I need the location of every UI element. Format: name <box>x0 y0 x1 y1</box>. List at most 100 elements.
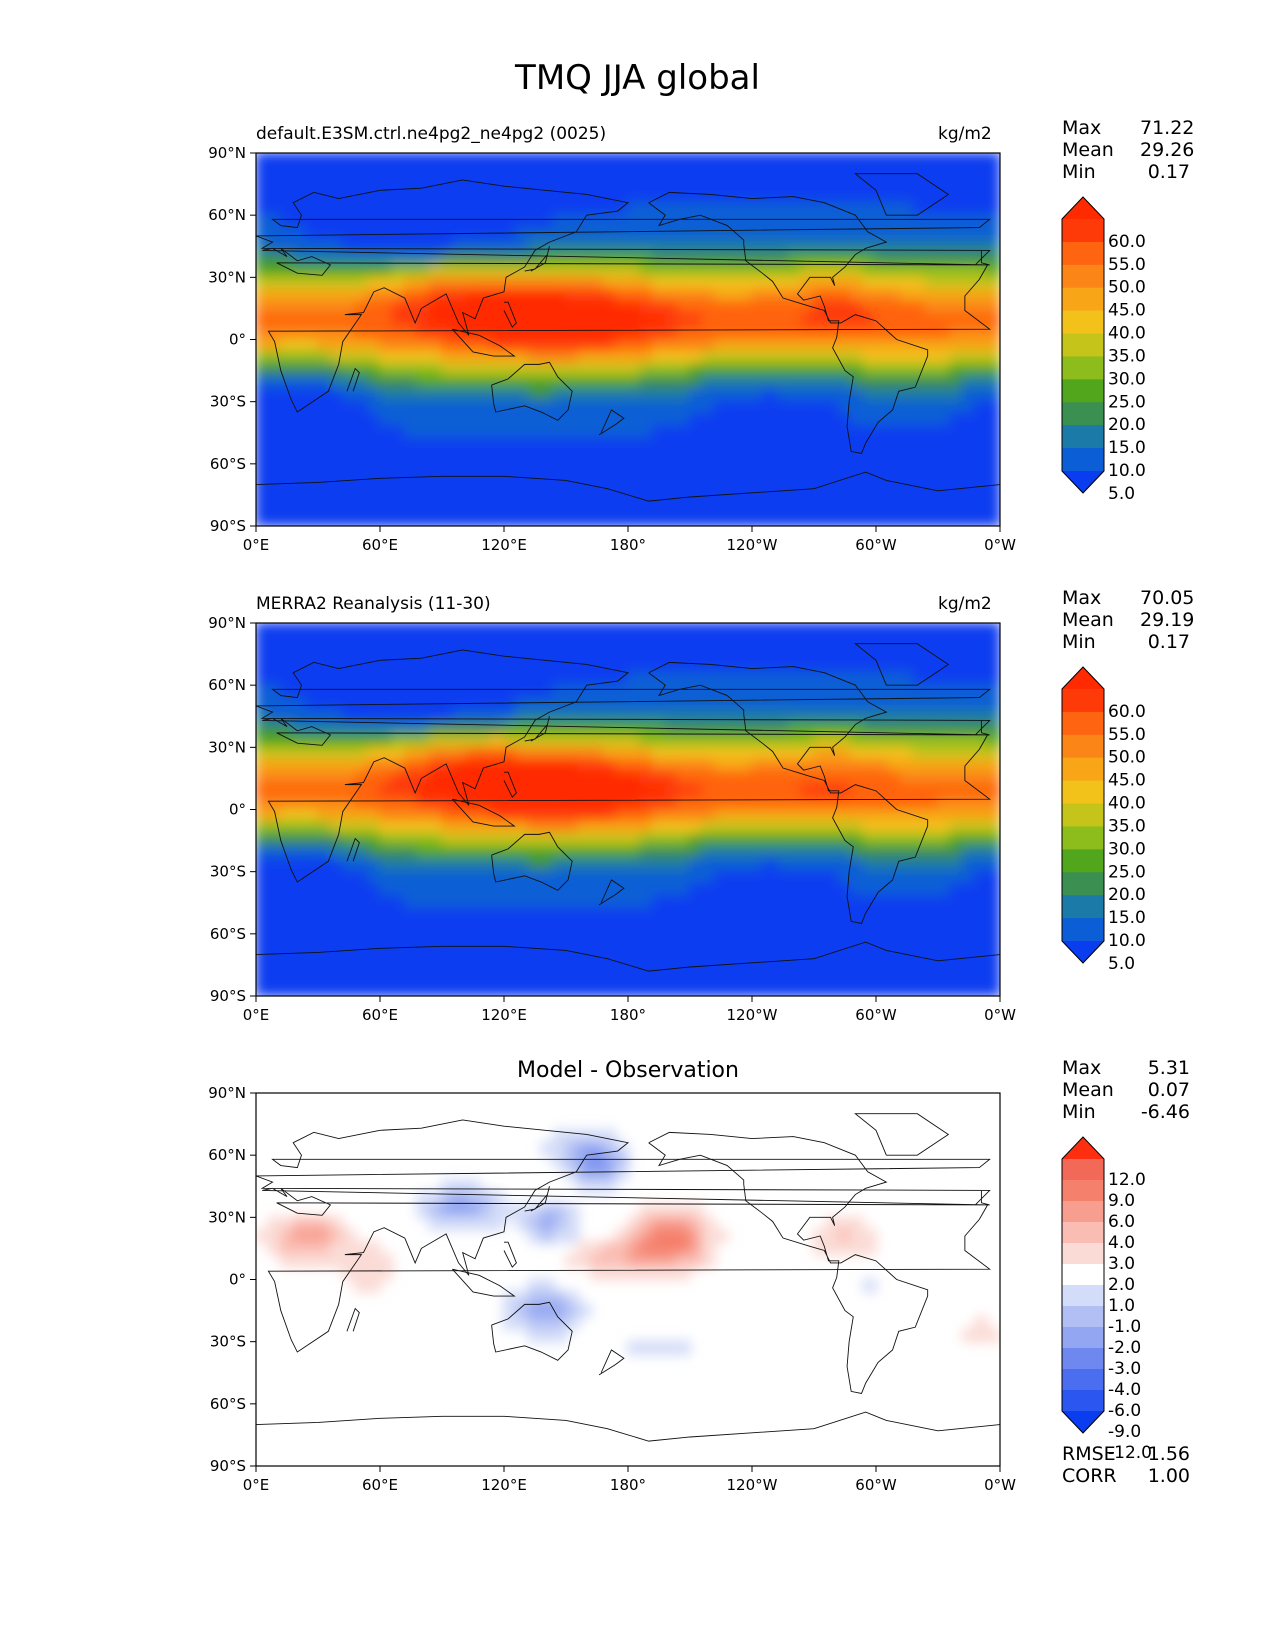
contour-cell <box>961 388 977 403</box>
contour-cell <box>937 709 952 724</box>
contour-cell <box>441 771 456 786</box>
contour-cell <box>763 907 778 923</box>
contour-cell <box>416 301 431 316</box>
contour-cell <box>800 201 815 217</box>
contour-cell <box>490 189 505 204</box>
contour-cell <box>552 239 567 254</box>
contour-cell <box>627 920 642 935</box>
contour-cell <box>441 301 456 316</box>
contour-cell <box>317 251 332 266</box>
contour-cell <box>503 920 518 935</box>
contour-cell <box>614 833 629 848</box>
contour-cell <box>341 808 357 823</box>
contour-cell <box>428 634 443 649</box>
contour-cell <box>949 450 964 465</box>
contour-cell <box>304 684 319 699</box>
contour-cell <box>924 475 939 490</box>
contour-cell <box>304 338 319 353</box>
contour-cell <box>986 375 1000 391</box>
contour-cell <box>713 733 729 749</box>
contour-cell <box>726 982 741 996</box>
coastline <box>346 1307 360 1332</box>
contour-cell <box>775 883 791 898</box>
contour-cell <box>862 758 877 774</box>
contour-cell <box>800 845 815 861</box>
contour-cell <box>602 1179 617 1194</box>
contour-cell <box>391 301 406 316</box>
contour-cell <box>713 201 729 217</box>
contour-cell <box>726 425 741 440</box>
contour-cell <box>627 487 642 503</box>
contour-cell <box>540 226 555 242</box>
contour-cell <box>379 671 394 687</box>
coastlines <box>256 1113 1000 1442</box>
contour-cell <box>589 425 605 440</box>
contour-cell <box>478 400 493 416</box>
contour-cell <box>515 450 530 465</box>
contour-cell <box>354 301 369 316</box>
contour-cell <box>565 771 580 786</box>
contour-cell <box>503 1315 518 1331</box>
contour-cell <box>664 820 679 836</box>
contour-cell <box>490 214 505 229</box>
contour-cell <box>651 709 667 724</box>
contour-cell <box>676 957 691 973</box>
contour-cell <box>850 164 865 179</box>
contour-cell <box>664 475 679 490</box>
contour-cell <box>391 313 406 329</box>
contour-cell <box>949 251 964 266</box>
contour-cell <box>602 1241 617 1256</box>
contour-cell <box>577 363 592 378</box>
contour-cell <box>453 301 468 316</box>
contour-cell <box>949 214 964 229</box>
contour-cell <box>540 288 555 304</box>
contour-cell <box>279 176 295 192</box>
contour-cell <box>614 326 629 341</box>
contour-cell <box>577 263 592 279</box>
contour-cell <box>837 251 853 266</box>
contour-cell <box>825 721 840 736</box>
contour-cell <box>428 338 443 353</box>
contour-cell <box>589 301 605 316</box>
stat-label: Mean <box>1062 609 1114 631</box>
contour-cell <box>949 970 964 985</box>
contour-cell <box>701 634 716 649</box>
contour-cell <box>279 845 295 861</box>
contour-cell <box>974 733 989 749</box>
contour-cell <box>937 251 952 266</box>
contour-cell <box>341 982 357 996</box>
contour-cell <box>751 301 766 316</box>
contour-cell <box>912 189 927 204</box>
y-tick-label: 90°S <box>210 517 246 535</box>
contour-cell <box>602 263 617 279</box>
colorbar-tick-label: 45.0 <box>1108 771 1146 791</box>
contour-cell <box>527 363 543 378</box>
contour-cell <box>453 350 468 366</box>
contour-cell <box>751 475 766 490</box>
contour-cell <box>441 957 456 973</box>
contour-cell <box>341 932 357 948</box>
contour-cell <box>701 388 716 403</box>
contour-cell <box>577 1241 592 1256</box>
contour-cell <box>540 858 555 873</box>
contour-cell <box>924 512 939 526</box>
contour-cell <box>751 462 766 478</box>
contour-cell <box>279 758 295 774</box>
contour-cell <box>763 733 778 749</box>
contour-cell <box>552 1141 567 1157</box>
contour-cell <box>627 214 642 229</box>
contour-cell <box>527 945 543 960</box>
contour-cell <box>837 301 853 316</box>
contour-cell <box>317 413 332 428</box>
colorbar-segment <box>1062 219 1104 243</box>
contour-cell <box>614 845 629 861</box>
contour-cell <box>813 388 828 403</box>
contour-cell <box>651 659 667 674</box>
contour-cell <box>899 920 915 935</box>
contour-cell <box>738 487 753 503</box>
contour-cell <box>775 771 791 786</box>
contour-cell <box>589 796 605 811</box>
contour-cell <box>713 907 729 923</box>
contour-cell <box>800 288 815 304</box>
coastline <box>854 643 950 686</box>
